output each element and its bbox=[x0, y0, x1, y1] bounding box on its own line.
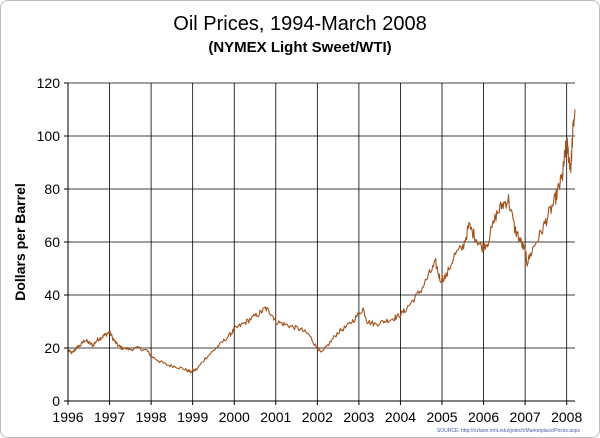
x-tick-label: 1999 bbox=[177, 409, 208, 425]
y-axis-label: Dollars per Barrel bbox=[12, 183, 28, 301]
x-tick-label: 2007 bbox=[510, 409, 541, 425]
y-tick-label: 40 bbox=[44, 287, 60, 303]
x-tick-label: 2001 bbox=[260, 409, 291, 425]
oil-price-line bbox=[67, 109, 576, 374]
x-tick-label: 1998 bbox=[136, 409, 167, 425]
source-note: SOURCE: http://ozlane.nmt.edu/gotech/Mar… bbox=[437, 428, 581, 434]
x-tick-label: 1997 bbox=[94, 409, 125, 425]
x-tick-label: 2006 bbox=[468, 409, 499, 425]
x-tick-label: 2008 bbox=[551, 409, 582, 425]
y-tick-label: 20 bbox=[44, 340, 60, 356]
y-tick-label: 120 bbox=[37, 75, 61, 91]
chart-subtitle: (NYMEX Light Sweet/WTI) bbox=[208, 39, 391, 56]
y-tick-label: 60 bbox=[44, 234, 60, 250]
x-tick-label: 2002 bbox=[302, 409, 333, 425]
y-tick-label: 100 bbox=[37, 128, 61, 144]
x-tick-label: 2000 bbox=[219, 409, 250, 425]
x-tick-label: 1996 bbox=[52, 409, 83, 425]
x-tick-label: 2004 bbox=[385, 409, 416, 425]
x-tick-label: 2003 bbox=[343, 409, 374, 425]
x-tick-label: 2005 bbox=[426, 409, 457, 425]
y-tick-label: 0 bbox=[52, 393, 60, 409]
chart-title: Oil Prices, 1994-March 2008 bbox=[173, 13, 426, 35]
y-tick-label: 80 bbox=[44, 181, 60, 197]
